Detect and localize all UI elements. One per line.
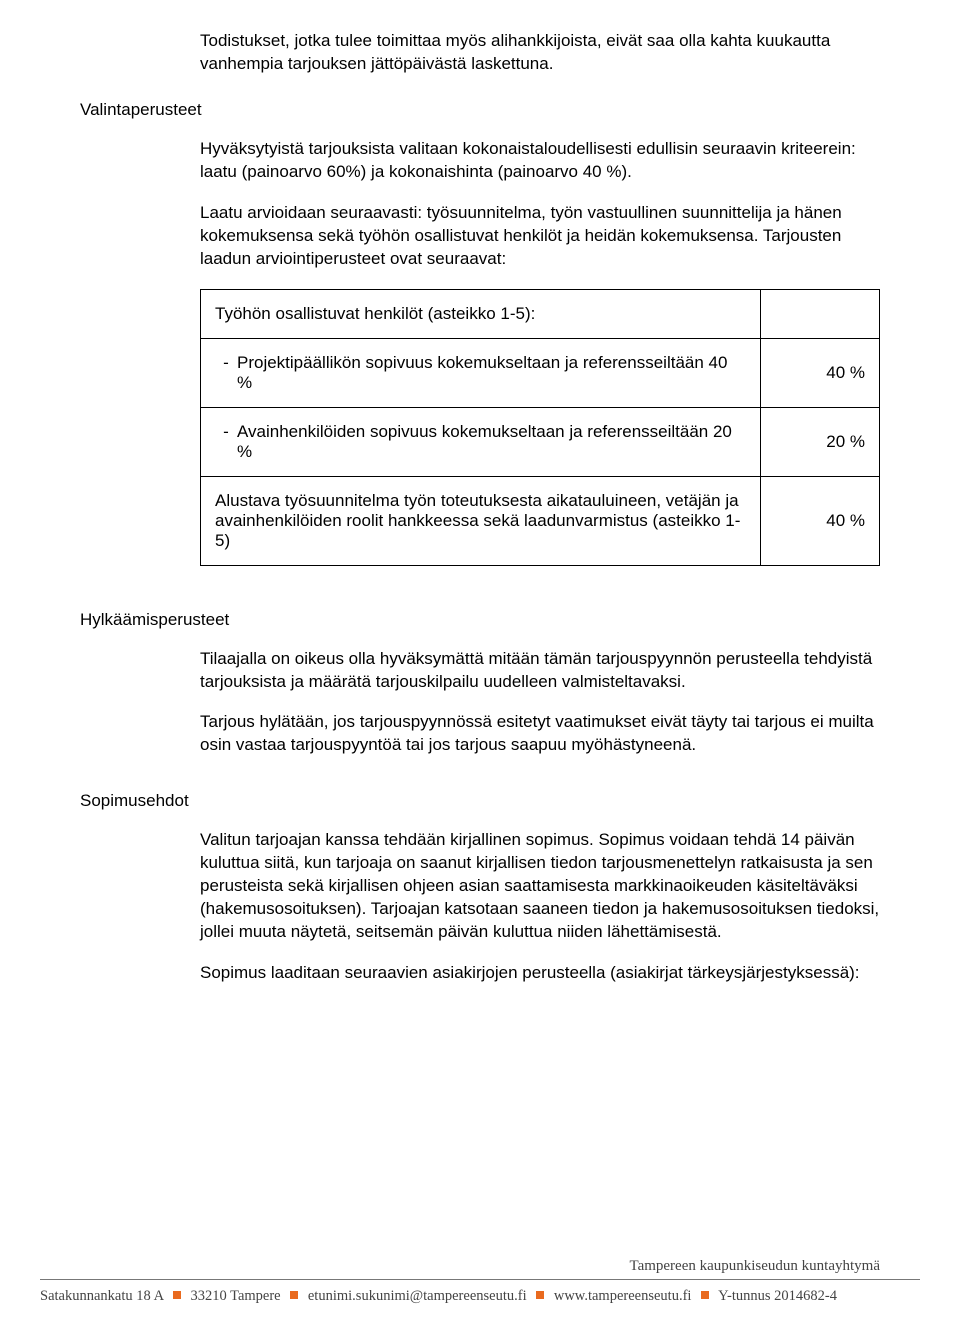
table-row: Työhön osallistuvat henkilöt (asteikko 1… (201, 289, 880, 338)
criteria-pct-cell: 40 % (761, 476, 880, 565)
table-row: Alustava työsuunnitelma työn toteutukses… (201, 476, 880, 565)
table-row: - Avainhenkilöiden sopivuus kokemukselta… (201, 407, 880, 476)
criteria-pct-cell: 40 % (761, 338, 880, 407)
criteria-item-cell: - Projektipäällikön sopivuus kokemukselt… (201, 338, 761, 407)
valinta-p2: Laatu arvioidaan seuraavasti: työsuunnit… (200, 202, 880, 271)
sopimus-p1: Valitun tarjoajan kanssa tehdään kirjall… (200, 829, 880, 944)
footer-web: www.tampereenseutu.fi (554, 1288, 692, 1304)
footer-ytunnus: Y-tunnus 2014682-4 (718, 1288, 837, 1304)
footer-address: Satakunnankatu 18 A (40, 1288, 163, 1304)
section-heading-sopimusehdot: Sopimusehdot (80, 791, 880, 811)
criteria-summary-cell: Alustava työsuunnitelma työn toteutukses… (201, 476, 761, 565)
list-dash-icon: - (215, 422, 237, 462)
hylk-p2: Tarjous hylätään, jos tarjouspyynnössä e… (200, 711, 880, 757)
criteria-item-text: Projektipäällikön sopivuus kokemukseltaa… (237, 353, 746, 393)
footer-email: etunimi.sukunimi@tampereenseutu.fi (308, 1288, 527, 1304)
separator-square-icon (536, 1291, 544, 1299)
sopimus-p2: Sopimus laaditaan seuraavien asiakirjoje… (200, 962, 880, 985)
section-heading-hylkaamisperusteet: Hylkäämisperusteet (80, 610, 880, 630)
criteria-table: Työhön osallistuvat henkilöt (asteikko 1… (200, 289, 880, 566)
criteria-item-cell: - Avainhenkilöiden sopivuus kokemukselta… (201, 407, 761, 476)
footer-divider (40, 1279, 920, 1280)
valinta-p1: Hyväksytyistä tarjouksista valitaan koko… (200, 138, 880, 184)
separator-square-icon (701, 1291, 709, 1299)
hylk-p1: Tilaajalla on oikeus olla hyväksymättä m… (200, 648, 880, 694)
footer-organization: Tampereen kaupunkiseudun kuntayhtymä (40, 1258, 920, 1275)
criteria-item-text: Avainhenkilöiden sopivuus kokemukseltaan… (237, 422, 746, 462)
footer-postal: 33210 Tampere (191, 1288, 281, 1304)
separator-square-icon (173, 1291, 181, 1299)
table-row: - Projektipäällikön sopivuus kokemukselt… (201, 338, 880, 407)
page-footer: Tampereen kaupunkiseudun kuntayhtymä Sat… (0, 1258, 960, 1305)
criteria-pct-cell (761, 289, 880, 338)
document-page: Todistukset, jotka tulee toimittaa myös … (0, 0, 960, 1331)
criteria-pct-cell: 20 % (761, 407, 880, 476)
criteria-header-cell: Työhön osallistuvat henkilöt (asteikko 1… (201, 289, 761, 338)
intro-paragraph: Todistukset, jotka tulee toimittaa myös … (200, 30, 880, 76)
list-dash-icon: - (215, 353, 237, 393)
footer-contact-line: Satakunnankatu 18 A 33210 Tampere etunim… (40, 1288, 920, 1305)
section-heading-valintaperusteet: Valintaperusteet (80, 100, 880, 120)
separator-square-icon (290, 1291, 298, 1299)
